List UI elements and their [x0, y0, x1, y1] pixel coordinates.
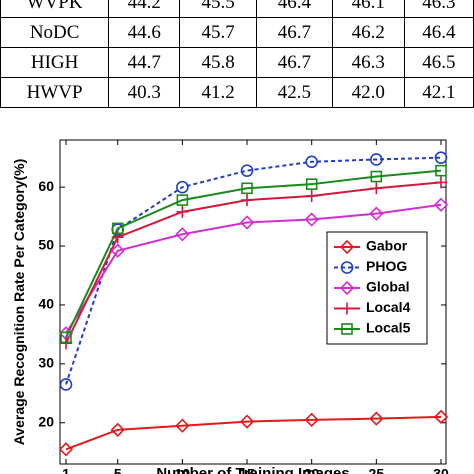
data-point-gabor — [239, 414, 255, 429]
y-axis-label: Average Recognition Rate Per Category(%) — [11, 159, 27, 446]
x-tick-label: 5 — [114, 465, 122, 474]
data-point-local4 — [241, 194, 254, 207]
row-label: NoDC — [0, 17, 110, 48]
x-tick-label: 25 — [369, 465, 385, 474]
table-cell: 42.5 — [256, 77, 333, 108]
data-point-local4 — [370, 182, 383, 195]
x-axis-label: Number of Training Images — [156, 465, 349, 474]
table-cell: 44.2 — [108, 0, 181, 18]
legend-marker-local5 — [341, 323, 353, 335]
legend-marker-global — [339, 280, 355, 296]
row-label: HWVP — [0, 77, 110, 108]
data-point-global — [110, 243, 125, 258]
data-point-phog — [434, 151, 448, 164]
table-row: HWVP 40.3 41.2 42.5 42.0 42.1 — [0, 77, 474, 108]
x-tick-label: 20 — [304, 465, 320, 474]
table-cell: 44.7 — [108, 47, 181, 78]
data-point-local5 — [370, 170, 383, 183]
x-tick-label: 1 — [62, 465, 70, 474]
data-point-gabor — [304, 412, 319, 427]
table-cell: 44.6 — [108, 17, 181, 48]
data-point-global — [369, 206, 384, 221]
table-cell: 46.4 — [403, 17, 474, 48]
data-point-local5 — [111, 222, 124, 235]
data-point-phog — [176, 180, 189, 194]
table-cell: 45.5 — [179, 0, 258, 18]
y-tick-label: 60 — [38, 178, 54, 194]
data-point-phog — [370, 153, 383, 166]
y-tick-label: 50 — [38, 237, 54, 253]
data-point-phog — [305, 155, 318, 169]
data-point-gabor — [433, 409, 449, 425]
data-point-gabor — [110, 422, 125, 437]
legend-label: PHOG — [366, 258, 407, 274]
data-point-phog — [59, 378, 73, 391]
results-table: WVPK 44.2 45.5 46.4 46.1 46.3 NoDC 44.6 45.7 46.7… — [0, 0, 474, 108]
x-tick-label: 15 — [239, 465, 255, 474]
legend: Gabor PHOG Global Local4 Local5 — [326, 231, 428, 345]
data-point-gabor — [369, 411, 384, 426]
data-point-local5 — [60, 331, 72, 344]
data-point-local4 — [176, 205, 189, 218]
legend-label: Local5 — [366, 320, 411, 336]
table-cell: 40.3 — [108, 77, 181, 108]
legend-marker-phog — [340, 261, 354, 274]
plot-frame — [59, 139, 447, 465]
table-cell: 46.3 — [403, 0, 474, 18]
y-tick-label: 20 — [38, 413, 54, 429]
table-row: HIGH 44.7 45.8 46.7 46.3 46.5 — [0, 47, 474, 78]
data-point-local5 — [241, 182, 253, 195]
data-point-global — [304, 212, 319, 227]
table-cell: 46.5 — [403, 47, 474, 78]
data-point-local5 — [305, 178, 318, 190]
table-cell: 42.1 — [403, 77, 474, 108]
legend-label: Local4 — [366, 299, 411, 315]
y-tick-label: 40 — [38, 296, 54, 312]
y-tick-label: 30 — [38, 355, 54, 371]
legend-marker-gabor — [339, 239, 355, 255]
series-line-local5 — [65, 169, 442, 338]
series-line-global — [65, 203, 442, 334]
legend-label: Global — [366, 279, 410, 295]
data-point-local5 — [435, 164, 447, 177]
data-point-gabor — [175, 418, 190, 433]
table-cell: 46.3 — [331, 47, 405, 78]
data-point-phog — [240, 164, 254, 177]
data-point-global — [239, 215, 255, 230]
row-label: HIGH — [0, 47, 110, 78]
series-line-gabor — [65, 415, 442, 451]
legend-marker-local4 — [341, 302, 353, 315]
data-point-local4 — [305, 189, 318, 202]
x-tick-label: 30 — [433, 465, 449, 474]
data-point-local4 — [60, 337, 72, 350]
x-tick-label: 10 — [175, 465, 191, 474]
table-cell: 46.7 — [256, 47, 333, 78]
data-point-local4 — [435, 176, 447, 189]
data-point-local5 — [176, 194, 189, 206]
data-point-global — [433, 197, 449, 212]
legend-label: Gabor — [366, 238, 408, 254]
data-point-gabor — [58, 442, 74, 457]
data-point-global — [175, 227, 190, 242]
table-cell: 41.2 — [179, 77, 258, 108]
